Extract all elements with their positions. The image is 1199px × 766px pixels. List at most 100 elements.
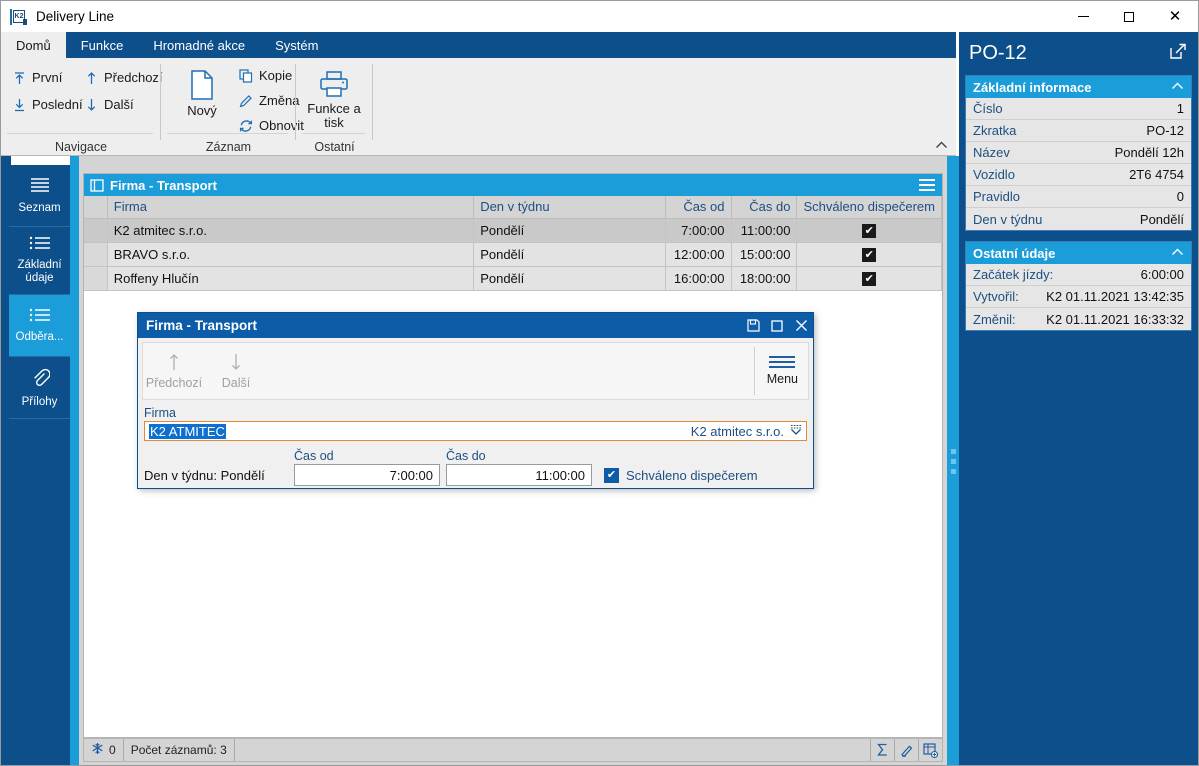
ribbon-button-dalsi[interactable]: Další xyxy=(81,95,138,114)
hamburger-icon xyxy=(769,356,796,368)
time-from-input[interactable]: 7:00:00 xyxy=(294,464,440,486)
status-actions xyxy=(870,739,942,761)
ribbon-group-zaznam-label: Záznam xyxy=(205,140,252,154)
ribbon-button-predchozi[interactable]: Předchozí xyxy=(81,68,167,87)
maximize-icon[interactable] xyxy=(765,313,789,338)
grid-status-bar: 0 Počet záznamů: 3 xyxy=(83,738,943,762)
checkmark-icon: ✔ xyxy=(862,272,877,286)
ribbon-button-funkce-a-tisk[interactable]: Funkce a tisk xyxy=(303,64,365,130)
list-lines-icon xyxy=(29,177,51,197)
cell-firma: K2 atmitec s.r.o. xyxy=(107,218,475,243)
details-list-icon xyxy=(29,308,51,326)
sidebar-item-odbera-label: Odběra... xyxy=(15,330,64,343)
maximize-icon[interactable] xyxy=(1106,1,1152,32)
dialog-menu-button[interactable]: Menu xyxy=(753,347,798,395)
approved-checkbox[interactable]: ✔ xyxy=(604,468,619,483)
dialog-prev-label: Předchozí xyxy=(145,375,203,390)
firma-input-text[interactable]: K2 ATMITEC xyxy=(149,423,226,439)
sidebar-item-prilohy[interactable]: Přílohy xyxy=(9,357,70,419)
grid-header-schvaleno-dispecerem[interactable]: Schváleno dispečerem xyxy=(796,196,942,219)
field-pravidlo: Pravidlo 0 xyxy=(966,186,1191,208)
ribbon-tab-system[interactable]: Systém xyxy=(275,37,319,53)
field-vozidlo-label: Vozidlo xyxy=(973,167,1015,182)
card-zakladni-informace: Základní informace Číslo 1 Zkratka PO-12… xyxy=(965,75,1192,231)
arrow-up-icon xyxy=(85,71,98,85)
sigma-icon[interactable] xyxy=(870,739,894,761)
save-icon[interactable] xyxy=(741,313,765,338)
field-vytvoril-value: K2 01.11.2021 13:42:35 xyxy=(1046,289,1184,304)
ribbon-button-prvni[interactable]: První xyxy=(9,68,66,87)
day-of-week-label: Den v týdnu: Pondělí xyxy=(144,468,265,483)
grid-header-cas-do[interactable]: Čas do xyxy=(731,196,798,219)
field-vytvoril: Vytvořil: K2 01.11.2021 13:42:35 xyxy=(966,286,1191,308)
ribbon-button-kopie[interactable]: Kopie xyxy=(235,66,296,85)
table-row[interactable]: K2 atmitec s.r.o. Pondělí 7:00:00 11:00:… xyxy=(84,218,942,243)
dialog-title: Firma - Transport xyxy=(146,318,258,333)
grid-header-cas-od[interactable]: Čas od xyxy=(665,196,732,219)
field-nazev: Název Pondělí 12h xyxy=(966,142,1191,164)
field-zmenil-value: K2 01.11.2021 16:33:32 xyxy=(1046,311,1184,327)
ribbon-button-posledni[interactable]: Poslední xyxy=(9,95,87,114)
window-titlebar: K2 Delivery Line ✕ xyxy=(1,1,1198,32)
sidebar-item-odbera[interactable]: Odběra... xyxy=(9,295,70,357)
card-zakladni-informace-header[interactable]: Základní informace xyxy=(966,76,1191,98)
cell-den: Pondělí xyxy=(473,218,666,243)
details-list-icon xyxy=(29,236,51,254)
chevron-down-icon[interactable] xyxy=(790,424,802,438)
ribbon-tab-hromadne-akce[interactable]: Hromadné akce xyxy=(153,37,246,53)
field-zmenil: Změnil: K2 01.11.2021 16:33:32 xyxy=(966,308,1191,330)
ribbon-button-dalsi-label: Další xyxy=(104,97,134,112)
panel-splitter[interactable] xyxy=(947,156,959,765)
ribbon-tab-funkce[interactable]: Funkce xyxy=(80,37,124,53)
printer-icon xyxy=(319,70,349,98)
dialog-menu-label: Menu xyxy=(766,372,798,386)
ribbon-button-obnovit[interactable]: Obnovit xyxy=(235,116,308,135)
close-icon[interactable]: ✕ xyxy=(1168,7,1182,25)
grid-header-den-v-tydnu[interactable]: Den v týdnu xyxy=(473,196,666,219)
sidebar-item-zakladni-udaje[interactable]: Základní údaje xyxy=(9,227,70,295)
pencil-icon[interactable] xyxy=(894,739,918,761)
table-row[interactable]: BRAVO s.r.o. Pondělí 12:00:00 15:00:00 ✔ xyxy=(84,242,942,267)
cell-den: Pondělí xyxy=(473,242,666,267)
firma-combobox[interactable]: K2 ATMITEC K2 atmitec s.r.o. xyxy=(144,421,807,441)
dialog-next-button[interactable]: Další xyxy=(205,353,267,390)
dialog-prev-button[interactable]: Předchozí xyxy=(143,353,205,390)
field-zkratka-label: Zkratka xyxy=(973,123,1017,138)
field-pravidlo-label: Pravidlo xyxy=(973,189,1020,204)
ribbon-button-obnovit-label: Obnovit xyxy=(259,118,304,133)
ribbon-tab-domu[interactable]: Domů xyxy=(1,32,66,58)
grid-header-firma[interactable]: Firma xyxy=(107,196,475,219)
firma-transport-dialog: Firma - Transport Předchozí xyxy=(137,312,814,489)
cell-cas-od: 12:00:00 xyxy=(665,242,732,267)
ribbon-button-zmena[interactable]: Změna xyxy=(235,91,303,110)
ribbon-button-novy[interactable]: Nový xyxy=(171,64,233,118)
close-icon[interactable] xyxy=(789,313,813,338)
field-nazev-value: Pondělí 12h xyxy=(1114,145,1184,160)
field-den-v-tydnu-value: Pondělí xyxy=(1139,211,1184,227)
chevron-up-icon[interactable] xyxy=(1171,81,1184,93)
time-to-input[interactable]: 11:00:00 xyxy=(446,464,592,486)
sidebar-left-edge xyxy=(1,156,11,765)
chevron-up-icon[interactable] xyxy=(935,140,948,152)
card-ostatni-udaje-title: Ostatní údaje xyxy=(973,245,1056,261)
right-panel-header: PO-12 xyxy=(959,32,1198,75)
card-ostatni-udaje: Ostatní údaje Začátek jízdy: 6:00:00 Vyt… xyxy=(965,241,1192,331)
field-den-v-tydnu-label: Den v týdnu xyxy=(973,211,1043,227)
card-ostatni-udaje-header[interactable]: Ostatní údaje xyxy=(966,242,1191,264)
chevron-up-icon[interactable] xyxy=(1171,247,1184,259)
approved-checkbox-group[interactable]: ✔ Schváleno dispečerem xyxy=(604,468,758,486)
arrow-up-icon xyxy=(167,353,181,374)
hamburger-icon[interactable] xyxy=(916,175,938,195)
add-grid-icon[interactable] xyxy=(918,739,942,761)
row-number-cell xyxy=(84,266,108,291)
popout-icon[interactable] xyxy=(1170,42,1186,65)
sidebar-item-seznam[interactable]: Seznam xyxy=(9,165,70,227)
status-filter-section[interactable]: 0 xyxy=(84,739,124,761)
minimize-icon[interactable] xyxy=(1060,1,1106,32)
book-icon xyxy=(90,178,104,192)
table-row[interactable]: Roffeny Hlučín Pondělí 16:00:00 18:00:00… xyxy=(84,266,942,291)
status-record-count: Počet záznamů: 3 xyxy=(124,739,235,761)
sidebar-accent-bar xyxy=(70,156,79,765)
card-zakladni-informace-title: Základní informace xyxy=(973,79,1092,95)
field-nazev-label: Název xyxy=(973,145,1010,160)
